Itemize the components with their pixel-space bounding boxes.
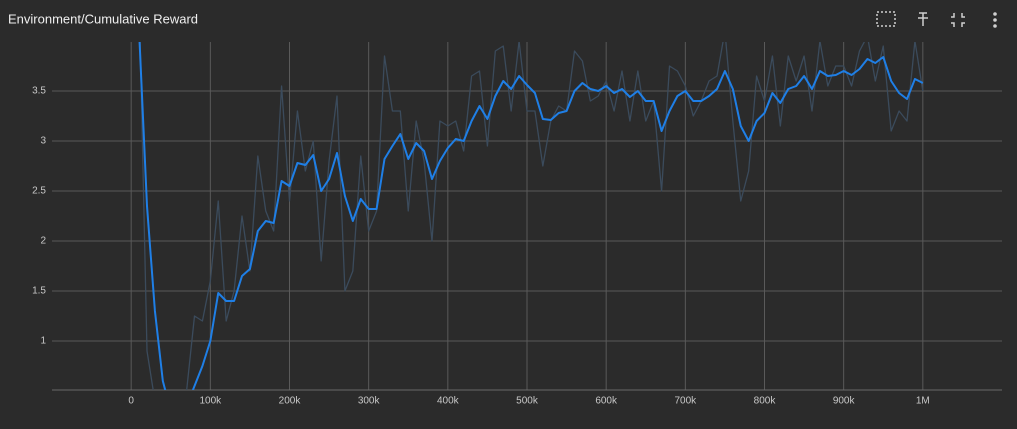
toolbar	[876, 11, 997, 28]
chart-title: Environment/Cumulative Reward	[8, 11, 198, 26]
x-tick-label: 500k	[516, 396, 539, 407]
more-button[interactable]	[993, 12, 997, 28]
x-tick-label: 400k	[437, 396, 460, 407]
x-tick-label: 200k	[279, 396, 302, 407]
x-tick-label: 100k	[199, 396, 222, 407]
y-tick-label: 2	[40, 236, 46, 247]
x-tick-label: 900k	[833, 396, 856, 407]
x-tick-label: 1M	[916, 396, 930, 407]
y-tick-label: 3	[40, 136, 46, 147]
grid	[52, 42, 1002, 391]
tick-labels: 1 1.5 2 2.5 3 3.5 0 100k 200k 300k 400k 500k 600k 700…	[32, 86, 930, 407]
plot-area	[138, 42, 924, 390]
x-tick-label: 800k	[754, 396, 777, 407]
fit-domain-button[interactable]	[876, 11, 896, 27]
x-tick-label: 600k	[595, 396, 618, 407]
pin-button[interactable]	[918, 12, 928, 26]
x-tick-label: 0	[128, 396, 134, 407]
y-tick-label: 2.5	[32, 186, 46, 197]
y-tick-label: 1.5	[32, 286, 46, 297]
series-line	[138, 42, 924, 390]
collapse-button[interactable]	[951, 13, 965, 27]
x-tick-label: 700k	[674, 396, 697, 407]
y-tick-label: 3.5	[32, 86, 46, 97]
x-tick-label: 300k	[358, 396, 381, 407]
y-tick-label: 1	[40, 336, 46, 347]
